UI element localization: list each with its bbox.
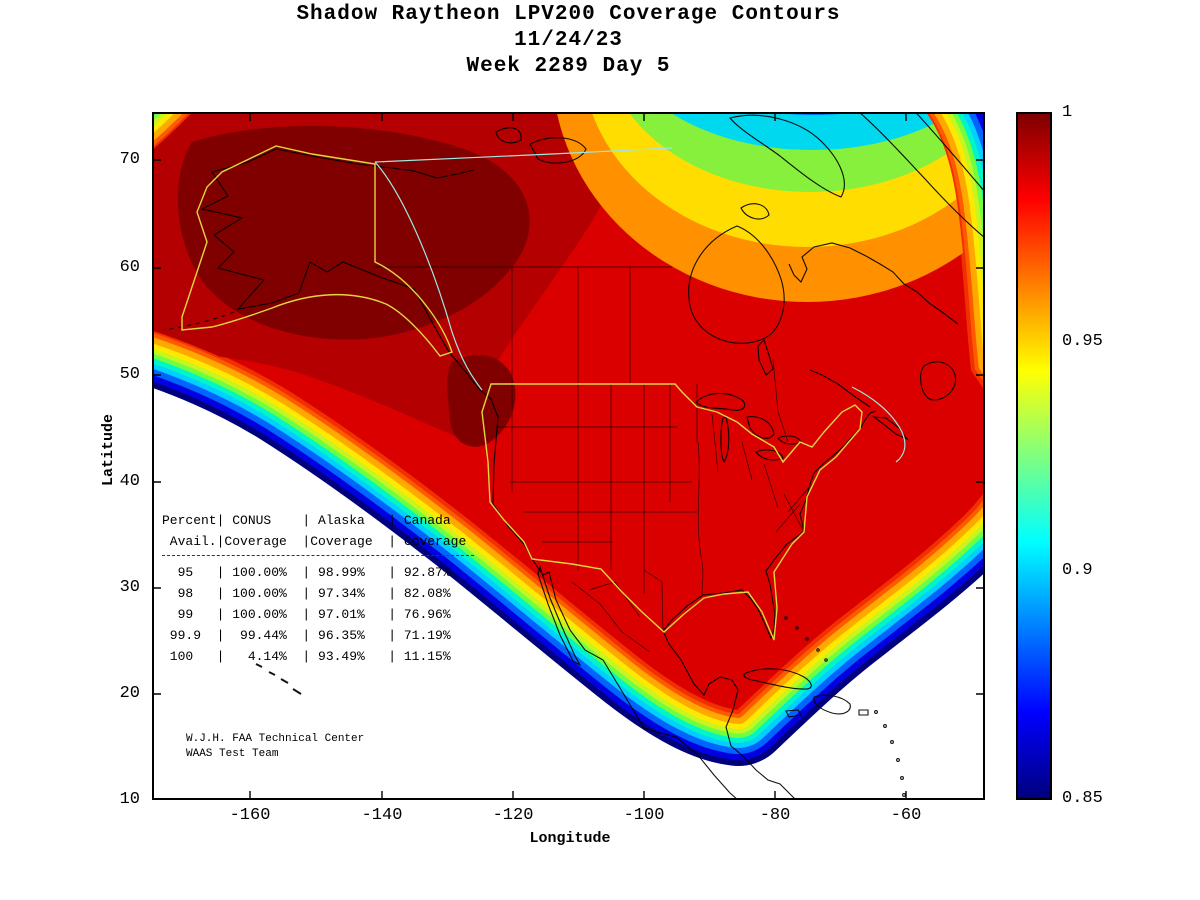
title-line-1: Shadow Raytheon LPV200 Coverage Contours (296, 3, 841, 26)
x-tick-label: -140 (361, 806, 403, 825)
state-province-borders (375, 266, 813, 653)
table-header-row: Percent| CONUS | Alaska | Canada (162, 513, 451, 528)
x-tick-label: -120 (492, 806, 534, 825)
map-plot-area (152, 112, 985, 800)
y-tick-label: 10 (119, 790, 140, 809)
title-line-3: Week 2289 Day 5 (466, 55, 671, 78)
credit-annotation: W.J.H. FAA Technical Center WAAS Test Te… (186, 732, 364, 762)
boundary-line-east (851, 386, 906, 463)
table-row: 98 | 100.00% | 97.34% | 82.08% (162, 586, 451, 601)
figure-title-block: Shadow Raytheon LPV200 Coverage Contours… (152, 2, 985, 80)
service-area-outlines (181, 145, 906, 641)
x-tick-label: -100 (623, 806, 665, 825)
y-tick-label: 20 (119, 684, 140, 703)
conus-outline (481, 383, 863, 641)
colorbar-tick-label: 0.9 (1062, 561, 1093, 580)
y-tick-label: 40 (119, 472, 140, 491)
boundary-line-west (374, 161, 483, 391)
y-tick-label: 30 (119, 578, 140, 597)
table-row: 100 | 4.14% | 93.49% | 11.15% (162, 649, 451, 664)
colorbar (1016, 112, 1052, 800)
credit-line-2: WAAS Test Team (186, 748, 279, 760)
coverage-map (152, 112, 985, 800)
colorbar-tick-label: 0.95 (1062, 332, 1103, 351)
x-tick-label: -160 (229, 806, 271, 825)
table-separator (162, 555, 474, 562)
colorbar-tick-label: 0.85 (1062, 789, 1103, 808)
axis-tick-marks (152, 112, 985, 800)
high-coverage-dark-regions (152, 112, 642, 447)
credit-line-1: W.J.H. FAA Technical Center (186, 733, 365, 745)
y-tick-label: 70 (119, 150, 140, 169)
hudson-bay-degraded-coverage (552, 112, 985, 302)
alaska-outline (181, 145, 453, 357)
x-tick-label: -80 (759, 806, 791, 825)
table-row: 99 | 100.00% | 97.01% | 76.96% (162, 607, 451, 622)
table-row: 99.9 | 99.44% | 96.35% | 71.19% (162, 628, 451, 643)
coastlines (163, 112, 985, 800)
table-row: 95 | 100.00% | 98.99% | 92.87% (162, 565, 451, 580)
availability-table: Percent| CONUS | Alaska | Canada Avail.|… (162, 510, 474, 667)
colorbar-tick-label: 1 (1062, 103, 1073, 122)
y-tick-label: 50 (119, 365, 140, 384)
plot-frame (152, 112, 985, 800)
table-header-row: Avail.|Coverage |Coverage | Coverage (162, 534, 467, 549)
x-axis-label: Longitude (529, 830, 611, 847)
boundary-line-north (374, 147, 673, 163)
x-tick-label: -60 (890, 806, 922, 825)
y-tick-label: 60 (119, 258, 140, 277)
title-line-2: 11/24/23 (514, 29, 623, 52)
